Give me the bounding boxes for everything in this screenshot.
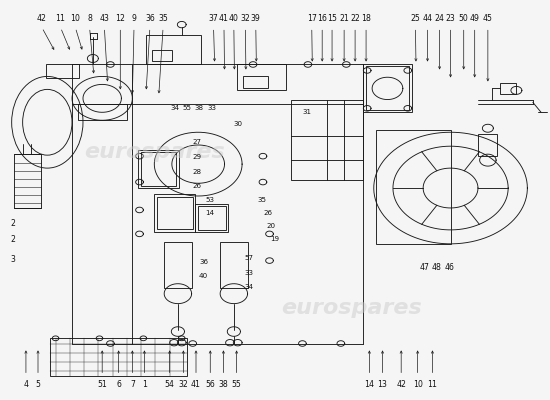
Text: 9: 9 [131,14,136,23]
Text: 7: 7 [130,380,135,389]
Text: 19: 19 [271,236,279,242]
Text: 15: 15 [327,14,337,23]
Text: 41: 41 [219,14,229,23]
Text: 25: 25 [410,14,420,23]
Text: eurospares: eurospares [282,298,422,318]
Text: 31: 31 [302,109,311,115]
Text: 26: 26 [192,183,202,189]
Text: 55: 55 [232,380,241,389]
Bar [146,34,201,64]
Text: 47: 47 [419,263,429,272]
Text: 10: 10 [412,380,422,389]
Bar [478,134,497,156]
Text: 11: 11 [427,380,437,389]
Text: 41: 41 [191,380,201,389]
Text: 33: 33 [244,270,253,276]
Text: 42: 42 [396,380,406,389]
Text: 22: 22 [350,14,360,23]
Bar [152,50,172,61]
Text: 11: 11 [56,14,65,23]
Text: 8: 8 [87,14,92,23]
Text: 35: 35 [158,14,168,23]
Text: 50: 50 [459,14,469,23]
Text: 3: 3 [10,255,15,264]
Text: 44: 44 [422,14,432,23]
Text: 55: 55 [183,105,192,111]
Bar [292,100,363,180]
Text: 6: 6 [116,380,121,389]
Bar [14,154,41,208]
Bar [164,242,191,288]
Text: 38: 38 [218,380,228,389]
Text: 45: 45 [483,14,493,23]
Text: 16: 16 [317,14,327,23]
Text: 30: 30 [233,121,242,127]
Text: 5: 5 [36,380,41,389]
Text: 14: 14 [206,210,215,216]
Text: 36: 36 [145,14,155,23]
Bar [50,338,187,376]
Bar [500,83,516,94]
Text: 12: 12 [116,14,125,23]
Text: 2: 2 [10,220,15,228]
Text: 32: 32 [240,14,250,23]
Text: 1: 1 [142,380,147,389]
Bar [198,206,226,230]
Text: 20: 20 [266,223,275,229]
Text: 28: 28 [192,169,202,175]
Text: eurospares: eurospares [84,142,225,162]
Bar [366,66,409,110]
Text: 36: 36 [199,259,208,265]
Text: 39: 39 [251,14,261,23]
Text: 38: 38 [195,105,204,111]
Text: 51: 51 [97,380,107,389]
Text: 2: 2 [10,235,15,244]
Text: 42: 42 [37,14,47,23]
Bar [243,76,268,88]
Text: 14: 14 [364,380,375,389]
Text: 26: 26 [263,210,272,216]
Text: 34: 34 [244,284,253,290]
Text: 18: 18 [361,14,371,23]
Text: 23: 23 [446,14,455,23]
Text: 34: 34 [170,105,180,111]
Bar [155,194,195,232]
Text: 40: 40 [229,14,239,23]
Bar [138,150,179,188]
Text: 57: 57 [244,255,253,261]
Text: 29: 29 [192,154,202,160]
Text: 13: 13 [378,380,387,389]
Text: 53: 53 [206,197,214,203]
Text: 21: 21 [339,14,349,23]
Text: 49: 49 [470,14,480,23]
Bar [157,197,192,229]
Bar [78,104,127,120]
Text: 33: 33 [208,105,217,111]
Bar [220,242,248,288]
Text: 24: 24 [434,14,444,23]
Bar [363,64,412,112]
Bar [195,204,228,232]
Text: 17: 17 [307,14,317,23]
Bar [377,130,450,244]
Text: 37: 37 [208,14,218,23]
Text: 4: 4 [24,380,29,389]
Text: 54: 54 [165,380,174,389]
Bar [236,64,286,90]
Bar [141,152,176,186]
Text: 56: 56 [205,380,215,389]
Text: 10: 10 [70,14,80,23]
Text: 48: 48 [432,263,442,272]
Text: 46: 46 [444,263,454,272]
Text: 40: 40 [199,273,208,279]
Text: 43: 43 [100,14,109,23]
Text: 27: 27 [192,139,202,145]
Text: 35: 35 [257,197,266,203]
Text: 32: 32 [179,380,188,389]
Bar [46,64,79,78]
